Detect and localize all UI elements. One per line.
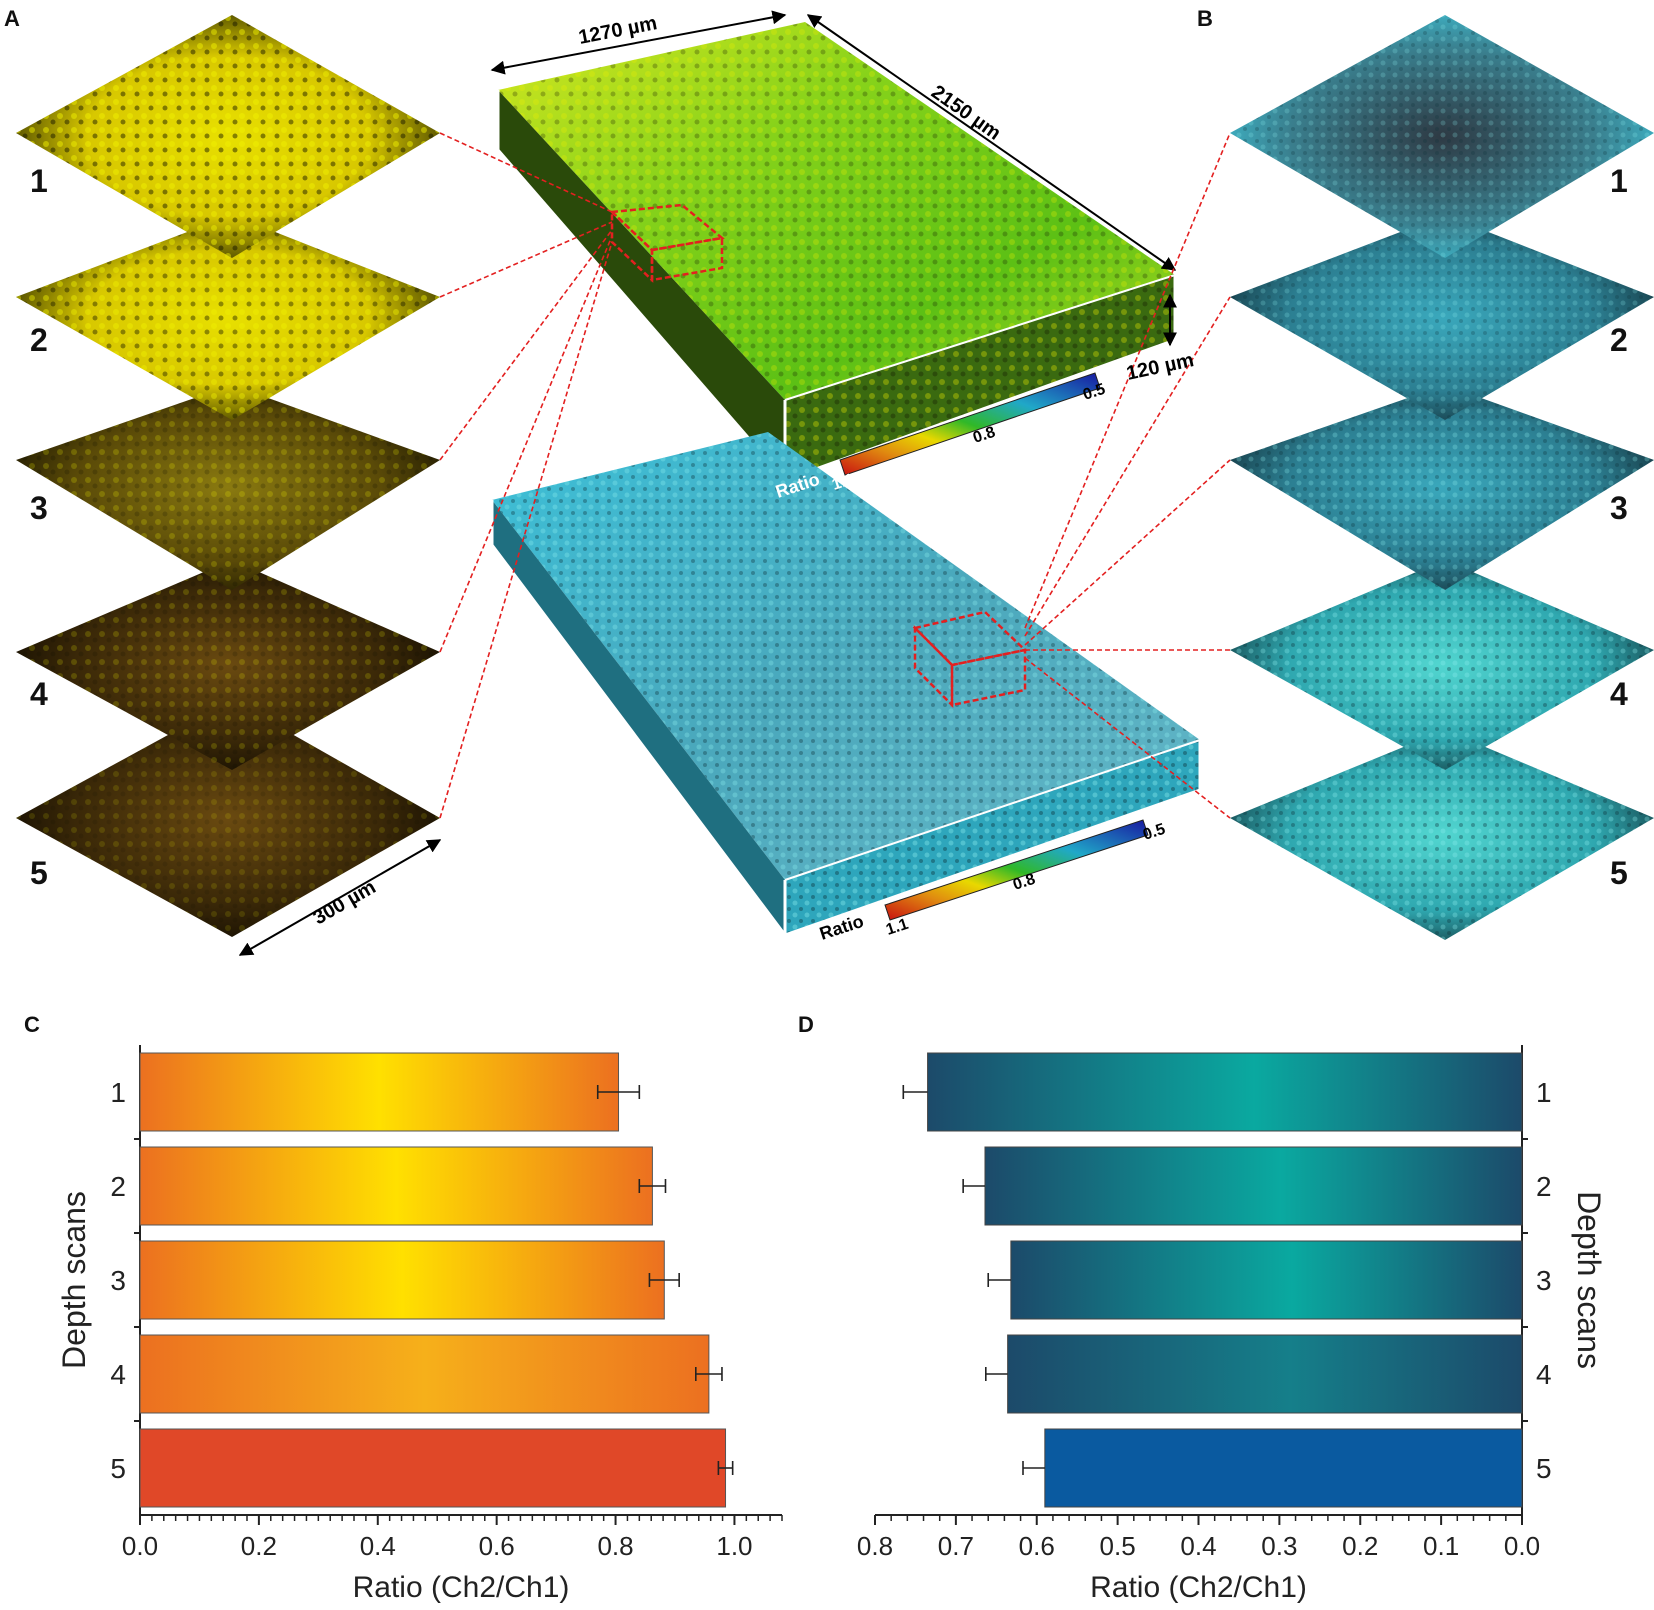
d-bar	[1044, 1428, 1523, 1508]
panel-a-slices	[16, 15, 442, 956]
colorbar-top-tick-2: 0.8	[971, 424, 998, 447]
c-tick-label-x: 0.4	[360, 1531, 396, 1561]
d-tick-label-x: 0.2	[1342, 1531, 1378, 1561]
colorbar-bottom-tick-2: 0.8	[1011, 871, 1038, 894]
slice-a-1	[16, 15, 440, 258]
d-tick-label-x: 0.4	[1180, 1531, 1216, 1561]
colorbar-top-tick-3: 0.5	[1081, 381, 1108, 404]
colorbar-top	[839, 372, 1101, 476]
c-tick-label-y: 3	[110, 1265, 126, 1296]
d-tick-label-x: 0.1	[1423, 1531, 1459, 1561]
slice-b-label-3: 3	[1610, 490, 1628, 526]
panel-letter-d: D	[798, 1012, 814, 1037]
connector-lines	[439, 132, 1231, 819]
microscopy-figure: 1270 µm 2150 µm 120 µm 300 µm Ratio 1.1 …	[16, 10, 1654, 956]
c-tick-label-y: 1	[110, 1077, 126, 1108]
colorbar-bottom	[884, 819, 1149, 921]
d-tick-label-y: 1	[1536, 1077, 1552, 1108]
panel-letter-c: C	[24, 1012, 40, 1037]
panel-letter-b: B	[1197, 6, 1213, 31]
d-tick-label-x: 0.7	[938, 1531, 974, 1561]
c-tick-label-x: 0.8	[597, 1531, 633, 1561]
colorbar-bottom-tick-1: 1.1	[884, 916, 911, 939]
d-tick-label-x: 0.5	[1100, 1531, 1136, 1561]
d-bar	[1010, 1240, 1523, 1320]
volume-top	[496, 22, 1177, 482]
d-bar	[927, 1052, 1523, 1132]
c-bar	[139, 1052, 620, 1132]
roi-box-top	[609, 203, 725, 283]
width-label: 1270 µm	[577, 12, 659, 49]
d-tick-label-y: 2	[1536, 1171, 1552, 1202]
c-tick-label-x: 0.2	[241, 1531, 277, 1561]
d-tick-label-y: 4	[1536, 1359, 1552, 1390]
slice-b-label-5: 5	[1610, 855, 1628, 891]
c-x-axis-label: Ratio (Ch2/Ch1)	[353, 1571, 570, 1604]
slice-a-label-2: 2	[30, 322, 48, 358]
d-tick-label-x: 0.6	[1019, 1531, 1055, 1561]
c-tick-label-x: 0.0	[122, 1531, 158, 1561]
slice-b-5	[1230, 730, 1654, 940]
c-bar	[139, 1240, 665, 1320]
c-y-axis-label: Depth scans	[56, 1191, 92, 1369]
slice-b-label-2: 2	[1610, 322, 1628, 358]
d-tick-label-x: 0.8	[857, 1531, 893, 1561]
slice-a-label-5: 5	[30, 855, 48, 891]
slice-b-1	[1230, 15, 1654, 258]
c-tick-label-y: 5	[110, 1453, 126, 1484]
volume-bottom	[490, 432, 1202, 937]
slice-a-label-3: 3	[30, 490, 48, 526]
slice-b-4	[1230, 560, 1654, 770]
c-bar	[139, 1334, 710, 1414]
d-y-axis-label: Depth scans	[1571, 1191, 1607, 1369]
dimension-arrows	[490, 10, 1177, 347]
colorbar-bottom-tick-3: 0.5	[1141, 821, 1168, 844]
slice-a-2	[16, 215, 440, 420]
slice-a-4	[16, 560, 440, 770]
c-tick-label-x: 1.0	[716, 1531, 752, 1561]
scale-arrow-300	[238, 839, 442, 956]
c-tick-label-y: 2	[110, 1171, 126, 1202]
slice-a-label-4: 4	[30, 676, 48, 712]
slice-b-3	[1230, 385, 1654, 590]
slice-a-3	[16, 385, 440, 590]
slice-a-label-1: 1	[30, 163, 48, 199]
d-bar	[1007, 1334, 1523, 1414]
colorbar-top-tick-1: 1.1	[830, 471, 857, 494]
d-tick-label-y: 5	[1536, 1453, 1552, 1484]
panel-letter-a: A	[4, 6, 20, 31]
panel-b-slices	[1230, 15, 1654, 940]
d-tick-label-y: 3	[1536, 1265, 1552, 1296]
c-bar	[139, 1428, 727, 1508]
d-x-axis-label: Ratio (Ch2/Ch1)	[1090, 1571, 1307, 1604]
d-bar	[984, 1146, 1523, 1226]
d-tick-label-x: 0.0	[1504, 1531, 1540, 1561]
c-tick-label-x: 0.6	[479, 1531, 515, 1561]
slice-b-2	[1230, 215, 1654, 420]
c-tick-label-y: 4	[110, 1359, 126, 1390]
c-bar	[139, 1146, 653, 1226]
d-tick-label-x: 0.3	[1261, 1531, 1297, 1561]
slice-b-label-1: 1	[1610, 163, 1628, 199]
slice-b-label-4: 4	[1610, 676, 1628, 712]
